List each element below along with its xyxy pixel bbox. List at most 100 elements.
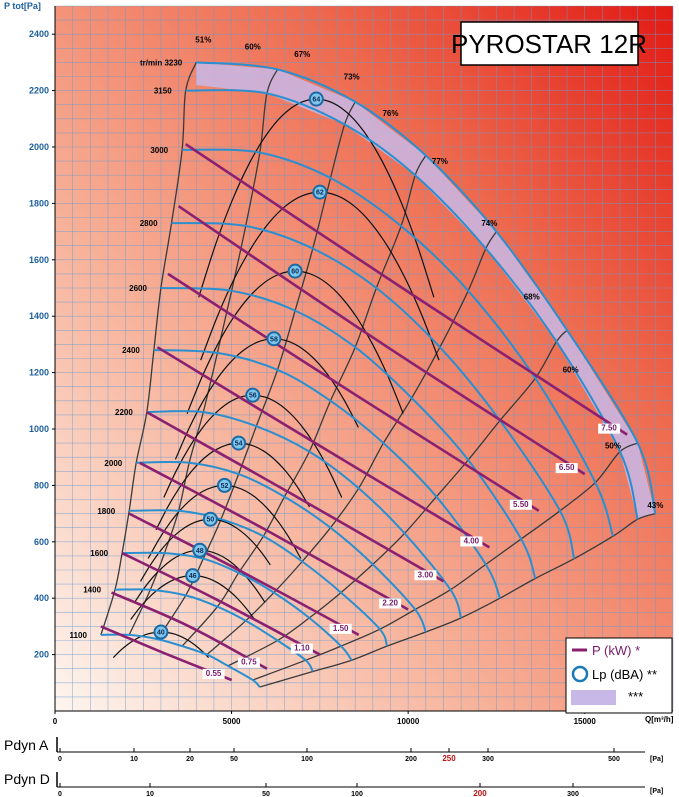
- speed-curve-label: 1600: [90, 549, 108, 558]
- speed-curve: [153, 349, 501, 599]
- sound-level-marker: [287, 263, 303, 279]
- pdyn-tick-label: 10: [146, 791, 154, 797]
- efficiency-label: 50%: [605, 442, 621, 451]
- y-tick-label: 1000: [29, 424, 49, 434]
- pdyn-tick-label: 300: [482, 756, 494, 763]
- plot-grid: [54, 5, 674, 712]
- speed-curve: [122, 551, 353, 661]
- power-curve-label: 1.10: [294, 644, 310, 653]
- y-tick-label: 1400: [29, 311, 49, 321]
- speed-curve-label: 2200: [115, 408, 133, 417]
- power-curve-label: 7.50: [601, 424, 617, 433]
- power-curve-label: 1.50: [333, 624, 349, 633]
- x-axis-ticks: 0 5000 10000 15000: [53, 711, 597, 726]
- y-axis-ticks: 200 400 600 800 1000 1200 1400 1600 1800 2000 2200…: [29, 29, 55, 660]
- power-legend-label: P (kW) *: [592, 643, 640, 658]
- legend: P (kW) * Lp (dBA) ** ***: [565, 637, 673, 714]
- x-tick-label: 10000: [397, 717, 420, 726]
- speed-curve-label: 2800: [140, 219, 158, 228]
- pdyn-tick-label: 100: [301, 756, 313, 763]
- sound-level-marker: [217, 477, 233, 493]
- pdyn-tick-label: 10: [130, 756, 138, 763]
- y-tick-label: 1800: [29, 198, 49, 208]
- y-axis-label: P tot[Pa]: [4, 1, 41, 11]
- power-curve: [121, 551, 321, 656]
- sound-level-marker: [202, 511, 218, 527]
- power-label-bg: [598, 423, 621, 434]
- y-tick-label: 200: [34, 650, 49, 660]
- speed-curve-label: 1100: [70, 631, 88, 640]
- sound-level-marker: [192, 542, 208, 558]
- speed-curve: [171, 222, 576, 559]
- pdyn-tick-label: 500: [608, 756, 620, 763]
- pdyn-tick-label: 250: [442, 754, 456, 763]
- pdyn-tick-label: 100: [351, 791, 363, 797]
- efficiency-label: 68%: [524, 292, 540, 301]
- speed-curve: [136, 461, 427, 633]
- sound-legend-swatch: [571, 665, 589, 683]
- sound-level-label: 58: [270, 336, 278, 343]
- sound-level-label: 54: [235, 441, 243, 448]
- speed-curve-label: tr/min 3230: [140, 58, 183, 67]
- sound-level-label: 64: [312, 97, 320, 104]
- speed-curve-label: 3000: [150, 146, 168, 155]
- y-tick-label: 1600: [29, 255, 49, 265]
- speed-curve: [114, 588, 314, 673]
- sound-level-label: 62: [316, 190, 324, 197]
- y-tick-label: 800: [34, 480, 49, 490]
- sound-level-label: 40: [157, 630, 165, 637]
- pdyn-tick-label: 0: [58, 791, 62, 797]
- speed-curve: [129, 509, 388, 647]
- zone-legend-label: ***: [628, 689, 643, 704]
- efficiency-line: [181, 155, 427, 647]
- power-curve-label: 0.75: [241, 658, 257, 667]
- power-label-bg: [460, 536, 483, 547]
- power-label-bg: [555, 463, 578, 474]
- sound-level-marker: [266, 331, 282, 347]
- power-curve: [167, 272, 540, 512]
- power-curve-label: 4.00: [464, 536, 480, 545]
- efficiency-label: 73%: [344, 72, 360, 81]
- y-tick-label: 2400: [29, 29, 49, 39]
- efficiency-label: 51%: [195, 36, 211, 45]
- chart-title: PYROSTAR 12R: [451, 29, 647, 59]
- pdyn-tick-label: 300: [567, 791, 579, 797]
- zone-legend-swatch: [571, 690, 616, 705]
- power-label-bg: [414, 570, 437, 581]
- x-tick-label: 0: [53, 717, 58, 726]
- speed-curve-label: 1800: [97, 507, 115, 516]
- pdyn-tick-label: 50: [262, 791, 270, 797]
- x-tick-label: 15000: [574, 717, 597, 726]
- pdyn-d-title: Pdyn D: [4, 771, 50, 787]
- efficiency-label: 60%: [563, 366, 579, 375]
- pdyn-tick-label: 50: [230, 756, 238, 763]
- sound-level-marker: [312, 184, 328, 200]
- title-box: [460, 21, 639, 66]
- sound-level-marker: [308, 91, 324, 107]
- power-curve-label: 0.55: [206, 669, 222, 678]
- efficiency-line: [128, 69, 279, 636]
- sound-level-marker: [153, 624, 169, 640]
- sound-legend-label: Lp (dBA) **: [592, 667, 657, 682]
- speed-curve-label: 3150: [154, 87, 172, 96]
- pdyn-a-scale: Pdyn A 0 10 20 50 100 200 250 300 500 [Pa]: [4, 737, 663, 763]
- power-label-bg: [329, 623, 352, 634]
- efficiency-label: 67%: [294, 50, 310, 59]
- efficiency-label: 60%: [245, 43, 261, 52]
- speed-curve-label: 2600: [129, 284, 147, 293]
- sound-level-label: 52: [221, 483, 229, 490]
- efficiency-line: [252, 442, 638, 681]
- sound-level-markers: 64 62 60 58 56 54 52 50 48 46 40: [153, 91, 328, 640]
- pdyn-tick-label: 20: [186, 756, 194, 763]
- efficiency-label: 76%: [382, 109, 398, 118]
- power-curve: [128, 512, 360, 637]
- pdyn-tick-label: 0: [58, 756, 62, 763]
- pdyn-tick-label: 200: [405, 756, 417, 763]
- power-label-bg: [202, 668, 225, 679]
- efficiency-line: [156, 101, 356, 640]
- efficiency-line: [259, 512, 656, 688]
- power-curve: [177, 205, 586, 476]
- speed-curve: [100, 633, 261, 688]
- power-curve: [139, 461, 409, 611]
- x-tick-label: 5000: [223, 717, 241, 726]
